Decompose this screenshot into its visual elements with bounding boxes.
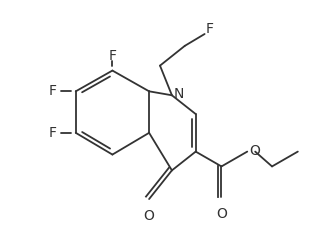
Text: O: O [144,209,155,223]
Text: O: O [216,207,227,221]
Text: F: F [109,49,117,63]
Text: F: F [49,126,57,140]
Text: F: F [49,84,57,98]
Text: F: F [205,22,213,36]
Text: N: N [174,87,184,101]
Text: O: O [249,144,260,158]
